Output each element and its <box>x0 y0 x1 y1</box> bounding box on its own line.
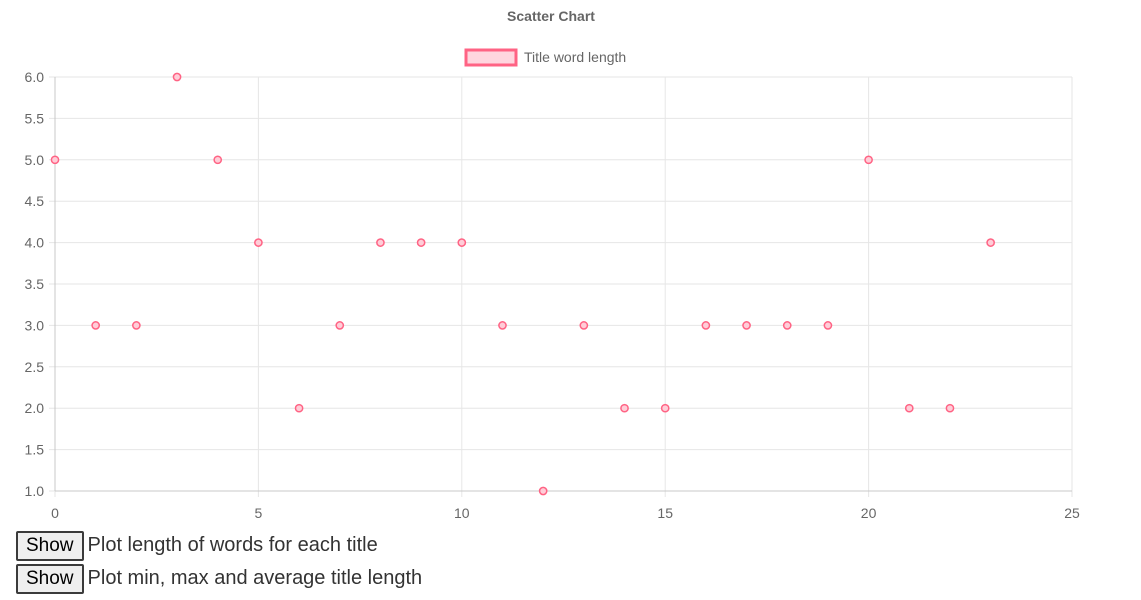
data-point[interactable] <box>660 403 670 413</box>
y-tick-label: 3.5 <box>25 276 45 292</box>
data-point[interactable] <box>579 321 589 330</box>
data-point[interactable] <box>294 403 304 413</box>
show-min-max-avg-button[interactable]: Show <box>16 563 84 594</box>
data-point[interactable] <box>823 321 833 330</box>
data-point[interactable] <box>864 155 873 165</box>
legend-label: Title word length <box>524 49 626 65</box>
x-tick-label: 25 <box>1064 505 1080 521</box>
y-tick-label: 3.0 <box>25 317 45 333</box>
data-point[interactable] <box>376 238 385 247</box>
data-points <box>50 72 995 496</box>
min-max-avg-label: Plot min, max and average title length <box>87 567 423 589</box>
y-tick-label: 1.5 <box>25 442 45 458</box>
legend-swatch <box>464 48 518 67</box>
y-tick-label: 2.0 <box>25 400 45 416</box>
data-point[interactable] <box>50 155 60 165</box>
tick-labels: 1.0 1.5 2.0 2.5 3.0 3.5 4.0 4.5 5.0 5.5 6.0 0 5 10 15 2… <box>25 69 1080 521</box>
word-lengths-label: Plot length of words for each title <box>87 534 378 556</box>
x-tick-label: 0 <box>51 505 59 521</box>
data-point[interactable] <box>416 238 426 247</box>
data-point[interactable] <box>91 321 101 330</box>
data-point[interactable] <box>498 321 507 330</box>
y-tick-label: 5.0 <box>25 152 45 168</box>
data-point[interactable] <box>213 155 223 165</box>
data-point[interactable] <box>335 321 345 330</box>
controls: Show Plot length of words for each title… <box>16 530 422 596</box>
data-point[interactable] <box>254 238 263 247</box>
y-tick-label: 4.5 <box>25 193 45 209</box>
x-tick-label: 10 <box>454 505 470 521</box>
data-point[interactable] <box>904 403 914 413</box>
data-point[interactable] <box>538 486 548 496</box>
data-point[interactable] <box>782 321 792 330</box>
y-tick-label: 4.0 <box>25 235 45 251</box>
x-tick-label: 5 <box>255 505 263 521</box>
data-point[interactable] <box>742 321 751 330</box>
data-point[interactable] <box>457 238 467 247</box>
data-point[interactable] <box>620 403 629 413</box>
legend[interactable]: Title word length <box>464 48 626 67</box>
y-tick-label: 1.0 <box>25 483 45 499</box>
data-point[interactable] <box>132 321 141 330</box>
control-row-word-lengths: Show Plot length of words for each title <box>16 530 422 561</box>
chart-title: Scatter Chart <box>507 8 595 24</box>
scatter-chart: Scatter Chart Title word length 1.0 1.5 2.… <box>25 8 1080 521</box>
y-tick-label: 6.0 <box>25 69 45 85</box>
data-point[interactable] <box>986 238 995 247</box>
show-word-lengths-button[interactable]: Show <box>16 530 84 561</box>
y-tick-label: 2.5 <box>25 359 45 375</box>
data-point[interactable] <box>701 321 711 330</box>
x-tick-label: 15 <box>657 505 673 521</box>
x-tick-label: 20 <box>861 505 877 521</box>
grid <box>49 76 1073 497</box>
data-point[interactable] <box>945 403 955 413</box>
y-tick-label: 5.5 <box>25 110 45 126</box>
data-point[interactable] <box>172 72 182 82</box>
control-row-min-max-avg: Show Plot min, max and average title len… <box>16 563 422 594</box>
